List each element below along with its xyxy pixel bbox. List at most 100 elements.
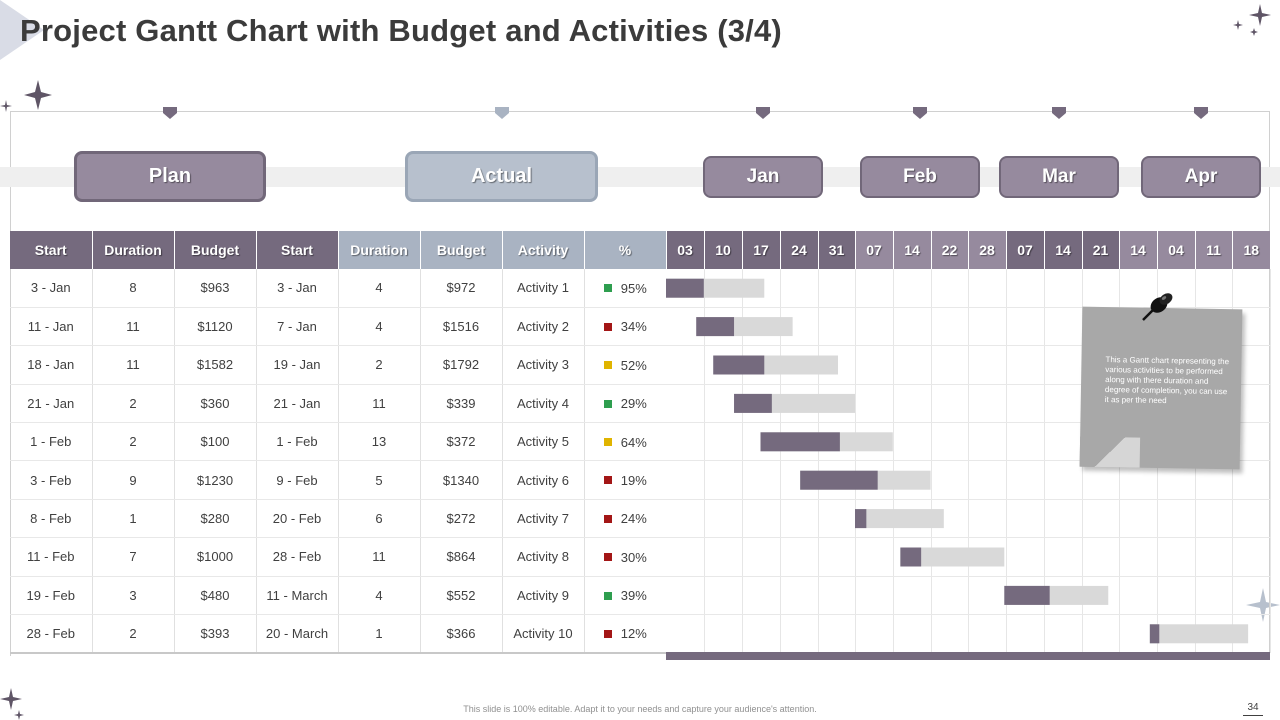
timeline-cell xyxy=(1044,269,1083,308)
timeline-cell xyxy=(742,345,781,385)
cell-plan-duration: 3 xyxy=(92,576,175,616)
timeline-cell xyxy=(1006,307,1045,347)
percent-value: 34% xyxy=(620,319,647,335)
timeline-cell xyxy=(1195,576,1233,616)
cell-actual-start: 7 - Jan xyxy=(256,307,339,347)
note-curl xyxy=(1079,436,1141,468)
cell-activity: Activity 3 xyxy=(502,345,585,385)
cell-activity: Activity 5 xyxy=(502,422,585,462)
timeline-cell xyxy=(893,499,932,539)
page-title: Project Gantt Chart with Budget and Acti… xyxy=(20,13,782,48)
cell-actual-duration: 5 xyxy=(338,460,421,500)
col-header: Start xyxy=(256,231,339,269)
timeline-cell xyxy=(742,499,781,539)
timeline-cell xyxy=(742,384,781,424)
cell-actual-budget: $372 xyxy=(420,422,503,462)
timeline-cell xyxy=(742,269,781,308)
status-indicator xyxy=(603,629,612,638)
actual-group-label: Actual xyxy=(405,151,598,202)
cell-activity: Activity 10 xyxy=(502,614,585,654)
timeline-cell xyxy=(1157,537,1196,577)
timeline-cell xyxy=(1044,499,1083,539)
cell-plan-start: 8 - Feb xyxy=(10,499,93,539)
timeline-cell xyxy=(931,460,969,500)
sticky-note: This a Gantt chart representing the vari… xyxy=(1079,306,1243,470)
timeline-cell xyxy=(818,345,856,385)
timeline-cell xyxy=(893,384,932,424)
cell-actual-start: 11 - March xyxy=(256,576,339,616)
sparkle-icon xyxy=(0,80,52,112)
timeline-cell xyxy=(855,384,894,424)
cell-plan-duration: 1 xyxy=(92,499,175,539)
timeline-cell xyxy=(704,307,743,347)
month-label-apr: Apr xyxy=(1141,156,1261,198)
timeline-cell xyxy=(968,614,1007,653)
percent-value: 95% xyxy=(620,280,647,296)
week-header: 22 xyxy=(931,231,969,269)
cell-plan-budget: $280 xyxy=(174,499,257,539)
timeline-cell xyxy=(780,499,819,539)
cell-actual-start: 28 - Feb xyxy=(256,537,339,577)
timeline-cell xyxy=(780,422,819,462)
cell-percent: 29% xyxy=(584,384,666,424)
timeline-cell xyxy=(968,576,1007,616)
cell-actual-duration: 11 xyxy=(338,384,421,424)
timeline-cell xyxy=(666,384,705,424)
timeline-cell xyxy=(1195,499,1233,539)
week-header: 14 xyxy=(1044,231,1083,269)
timeline-cell xyxy=(780,460,819,500)
cell-actual-start: 20 - March xyxy=(256,614,339,654)
cell-percent: 30% xyxy=(584,537,666,577)
timeline-cell xyxy=(1006,345,1045,385)
timeline-cell xyxy=(1082,460,1120,500)
week-header: 07 xyxy=(855,231,894,269)
timeline-cell xyxy=(1232,269,1271,308)
timeline-cell xyxy=(666,422,705,462)
timeline-cell xyxy=(968,537,1007,577)
timeline-cell xyxy=(704,345,743,385)
timeline-cell xyxy=(818,614,856,653)
timeline-cell xyxy=(1157,576,1196,616)
timeline-cell xyxy=(1195,614,1233,653)
timeline-cell xyxy=(1119,614,1158,653)
timeline-cell xyxy=(704,269,743,308)
month-label-feb: Feb xyxy=(860,156,980,198)
status-indicator xyxy=(603,438,612,446)
cell-actual-start: 1 - Feb xyxy=(256,422,339,462)
timeline-cell xyxy=(1082,614,1120,653)
timeline-cell xyxy=(1044,345,1083,385)
timeline-cell xyxy=(893,422,932,462)
timeline-cell xyxy=(931,345,969,385)
timeline-cell xyxy=(666,499,705,539)
timeline-cell xyxy=(666,537,705,577)
timeline-cell xyxy=(1082,499,1120,539)
timeline-cell xyxy=(1044,614,1083,653)
cell-plan-duration: 11 xyxy=(92,307,175,347)
week-header: 31 xyxy=(818,231,856,269)
percent-value: 30% xyxy=(620,549,647,565)
timeline-cell xyxy=(931,537,969,577)
week-header: 04 xyxy=(1157,231,1196,269)
col-header: Start xyxy=(10,231,93,269)
timeline-cell xyxy=(968,307,1007,347)
timeline-cell xyxy=(968,269,1007,308)
timeline-cell xyxy=(1195,269,1233,308)
timeline-cell xyxy=(742,422,781,462)
timeline-cell xyxy=(855,269,894,308)
sparkle-icon xyxy=(1233,4,1271,36)
percent-value: 64% xyxy=(620,434,647,450)
timeline-cell xyxy=(893,614,932,653)
timeline-cell xyxy=(1006,537,1045,577)
timeline-cell xyxy=(1006,269,1045,308)
col-header: Duration xyxy=(92,231,175,269)
cell-activity: Activity 9 xyxy=(502,576,585,616)
timeline-cell xyxy=(780,307,819,347)
timeline-cell xyxy=(1119,499,1158,539)
cell-actual-duration: 4 xyxy=(338,307,421,347)
status-indicator xyxy=(603,399,612,408)
cell-plan-duration: 9 xyxy=(92,460,175,500)
sparkle-icon xyxy=(0,688,24,720)
timeline-cell xyxy=(855,499,894,539)
timeline-cell xyxy=(931,307,969,347)
timeline-cell xyxy=(704,499,743,539)
